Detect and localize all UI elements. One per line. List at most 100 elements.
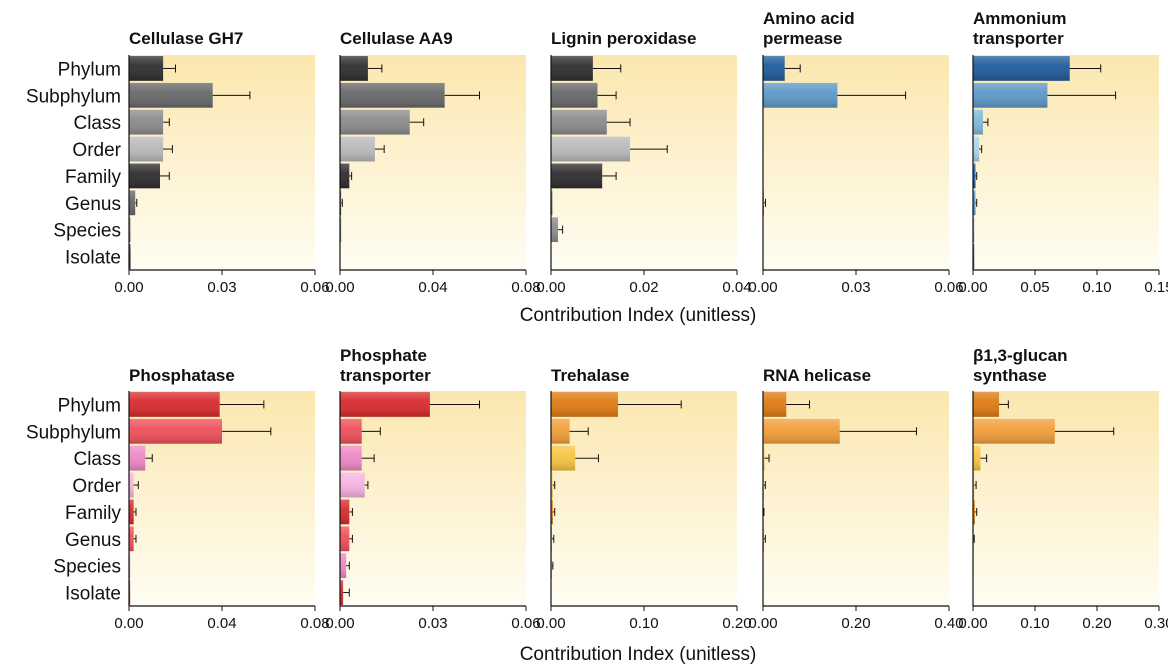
x-tick-label: 0.00 xyxy=(114,279,143,296)
bar-order xyxy=(973,472,975,498)
x-tick-label: 0.10 xyxy=(1020,615,1049,632)
bar-subphylum xyxy=(551,418,570,444)
bar-class xyxy=(973,445,981,471)
x-tick-label: 0.04 xyxy=(418,279,447,296)
bar-subphylum xyxy=(973,82,1048,108)
bar-species xyxy=(340,553,347,579)
panel-background xyxy=(551,391,737,606)
bar-class xyxy=(340,109,410,135)
bar-phylum xyxy=(551,56,593,81)
category-label-class: Class xyxy=(73,113,121,134)
bar-family xyxy=(129,163,160,189)
panel-title: Trehalase xyxy=(551,366,629,385)
category-label-phylum: Phylum xyxy=(58,59,121,80)
x-tick-label: 0.06 xyxy=(300,279,329,296)
panel-title: Lignin peroxidase xyxy=(551,29,696,48)
bar-order xyxy=(340,472,365,498)
bar-phylum xyxy=(973,56,1070,81)
bar-subphylum xyxy=(129,82,213,108)
panel-title: Phosphate transporter xyxy=(340,346,431,385)
x-tick-label: 0.06 xyxy=(511,615,540,632)
bar-subphylum xyxy=(763,418,840,444)
panel-phosphate-transporter: Phosphate transporter 0.00 0.03 0.06 xyxy=(325,346,540,632)
bar-order xyxy=(129,472,134,498)
bar-family xyxy=(129,499,134,525)
category-label-phylum: Phylum xyxy=(58,395,121,416)
category-label-subphylum: Subphylum xyxy=(26,422,121,443)
x-tick-label: 0.05 xyxy=(1020,279,1049,296)
category-label-class: Class xyxy=(73,449,121,470)
panel-title: β1,3-glucan synthase xyxy=(973,346,1067,385)
category-label-family: Family xyxy=(65,503,121,524)
bar-phylum xyxy=(763,392,787,417)
bar-phylum xyxy=(763,56,785,81)
category-label-subphylum: Subphylum xyxy=(26,86,121,107)
x-tick-label: 0.40 xyxy=(934,615,963,632)
x-tick-label: 0.08 xyxy=(300,615,329,632)
x-tick-label: 0.06 xyxy=(934,279,963,296)
x-tick-label: 0.00 xyxy=(114,615,143,632)
bar-order xyxy=(129,136,164,162)
panel-title: Amino acid permease xyxy=(763,9,855,48)
bar-family xyxy=(973,499,975,525)
x-tick-label: 0.20 xyxy=(722,615,751,632)
x-tick-label: 0.00 xyxy=(536,279,565,296)
bar-class xyxy=(551,109,607,135)
x-tick-label: 0.15 xyxy=(1144,279,1168,296)
bar-class xyxy=(973,109,983,135)
category-label-species: Species xyxy=(53,221,121,242)
category-label-genus: Genus xyxy=(65,194,121,215)
x-tick-label: 0.10 xyxy=(629,615,658,632)
bar-subphylum xyxy=(340,82,445,108)
x-tick-label: 0.20 xyxy=(1082,615,1111,632)
x-tick-label: 0.00 xyxy=(325,279,354,296)
panel-phosphatase: Phosphatase Phylum Subphylum Class Order Fami… xyxy=(26,366,330,632)
bar-family xyxy=(551,499,553,525)
bar-genus xyxy=(129,190,136,216)
bar-order xyxy=(551,472,553,498)
x-tick-label: 0.04 xyxy=(722,279,751,296)
bar-phylum xyxy=(340,56,368,81)
bar-class xyxy=(340,445,362,471)
x-tick-label: 0.00 xyxy=(958,279,987,296)
panels: Cellulase GH7 Phylum Subphylum Class Order Fa… xyxy=(26,9,1168,632)
x-tick-label: 0.00 xyxy=(536,615,565,632)
bar-phylum xyxy=(973,392,1000,417)
bar-genus xyxy=(340,526,350,552)
panel-title: Ammonium transporter xyxy=(973,9,1067,48)
bar-subphylum xyxy=(551,82,598,108)
panel-cellulase-gh7: Cellulase GH7 Phylum Subphylum Class Order Fa… xyxy=(26,29,330,296)
bar-subphylum xyxy=(973,418,1055,444)
panel-title: Cellulase GH7 xyxy=(129,29,243,48)
bar-order xyxy=(551,136,631,162)
bar-phylum xyxy=(129,56,164,81)
x-tick-label: 0.00 xyxy=(748,279,777,296)
panel-lignin-peroxidase: Lignin peroxidase 0.00 0.02 0.04 xyxy=(536,29,751,296)
bar-class xyxy=(129,109,164,135)
x-tick-label: 0.20 xyxy=(841,615,870,632)
category-label-order: Order xyxy=(72,476,121,497)
bar-species xyxy=(973,217,975,243)
panel-title: Phosphatase xyxy=(129,366,235,385)
panel-rna-helicase: RNA helicase 0.00 0.20 0.40 xyxy=(748,366,963,632)
bar-phylum xyxy=(340,392,430,417)
x-tick-label: 0.03 xyxy=(207,279,236,296)
bar-isolate xyxy=(129,244,131,269)
category-label-isolate: Isolate xyxy=(65,584,121,605)
x-axis-label-row1: Contribution Index (unitless) xyxy=(520,305,757,326)
x-tick-label: 0.00 xyxy=(748,615,777,632)
bar-subphylum xyxy=(129,418,222,444)
x-axis-label-row2: Contribution Index (unitless) xyxy=(520,644,757,665)
x-tick-label: 0.03 xyxy=(418,615,447,632)
x-tick-label: 0.10 xyxy=(1082,279,1111,296)
bar-species xyxy=(129,217,131,243)
bar-subphylum xyxy=(340,418,362,444)
bar-isolate xyxy=(340,580,344,605)
bar-family xyxy=(551,163,603,189)
bar-genus xyxy=(129,526,134,552)
bar-class xyxy=(129,445,146,471)
x-tick-label: 0.00 xyxy=(958,615,987,632)
panel-amino-acid-permease: Amino acid permease 0.00 0.03 0.06 xyxy=(748,9,963,296)
